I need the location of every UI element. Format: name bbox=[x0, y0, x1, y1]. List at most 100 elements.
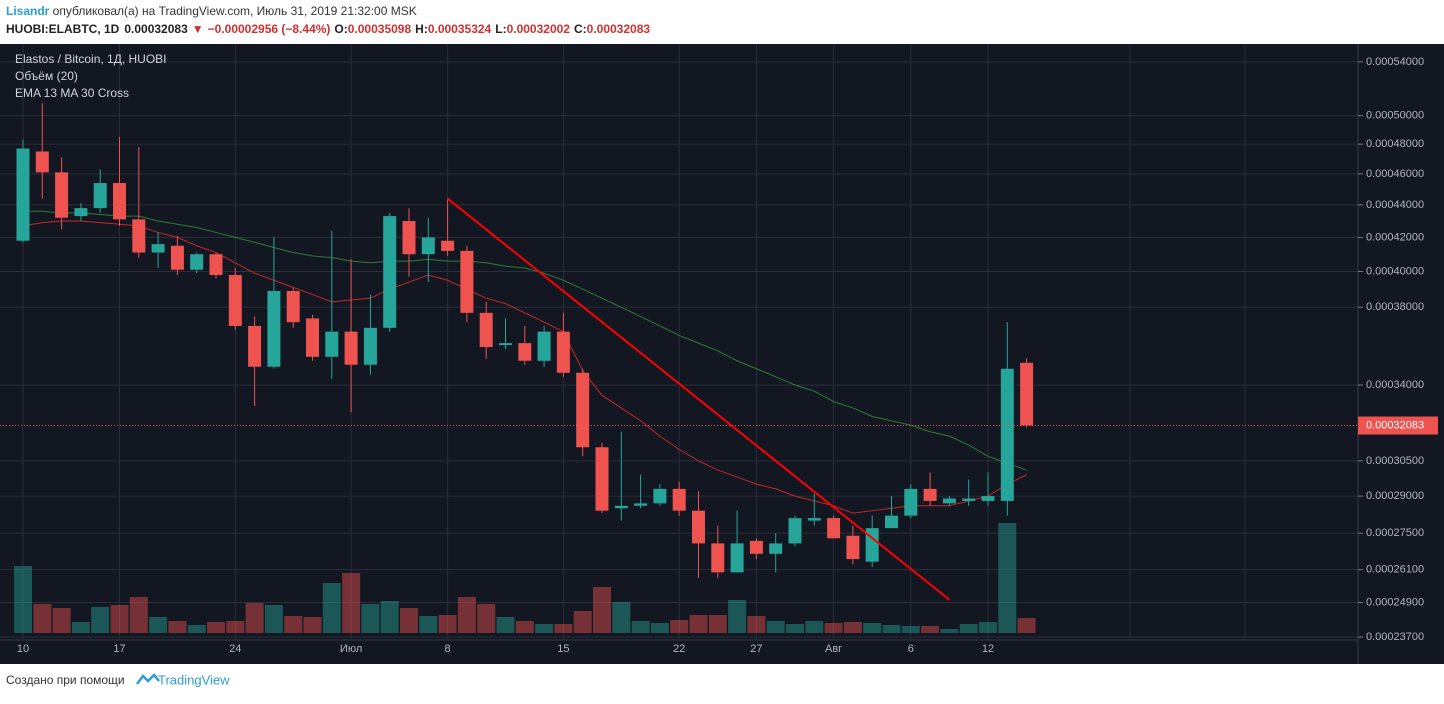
trendline bbox=[446, 197, 951, 601]
footer-logo[interactable]: TradingView bbox=[158, 672, 230, 687]
header-line: Lisandr опубликовал(а) на TradingView.co… bbox=[6, 4, 417, 18]
volume-bar bbox=[129, 597, 148, 633]
volume-bar bbox=[168, 621, 187, 633]
last-price-label: 0.00032083 bbox=[1366, 419, 1424, 431]
candle-body bbox=[479, 312, 493, 348]
candle-body bbox=[981, 496, 995, 501]
y-tick-label: 0.00040000 bbox=[1366, 265, 1424, 277]
volume-bar bbox=[187, 625, 206, 633]
candle-body bbox=[942, 498, 956, 504]
volume-bar bbox=[786, 624, 804, 633]
volume-bar bbox=[71, 622, 90, 633]
volume-bar bbox=[959, 624, 978, 633]
y-tick-label: 0.00024900 bbox=[1366, 596, 1424, 608]
candle-body bbox=[672, 488, 686, 511]
volume-bar bbox=[149, 617, 168, 633]
candle-body bbox=[614, 505, 628, 509]
volume-bar bbox=[766, 621, 785, 633]
candle-body bbox=[209, 254, 223, 275]
candle-body bbox=[634, 503, 648, 506]
candle-body bbox=[595, 447, 609, 511]
symbol: HUOBI:ELABTC, 1D bbox=[6, 22, 120, 36]
candle-body bbox=[170, 245, 184, 270]
x-tick-label: 8 bbox=[445, 643, 451, 655]
chart-title: Elastos / Bitcoin, 1Д, HUOBI bbox=[15, 52, 167, 66]
volume-bar bbox=[52, 608, 71, 633]
volume-bar bbox=[438, 615, 457, 633]
candle-body bbox=[383, 216, 397, 328]
volume-bar bbox=[245, 603, 264, 633]
y-tick-label: 0.00050000 bbox=[1366, 110, 1424, 122]
y-tick-label: 0.00034000 bbox=[1366, 379, 1424, 391]
volume-bar bbox=[593, 587, 611, 633]
candle-body bbox=[441, 240, 455, 251]
c-label: C: bbox=[574, 22, 587, 36]
change: −0.00002956 (−8.44%) bbox=[208, 22, 331, 36]
indicator: Объём (20) bbox=[15, 69, 78, 83]
y-tick-label: 0.00048000 bbox=[1366, 138, 1424, 150]
volume-bar bbox=[650, 623, 669, 633]
candle-body bbox=[827, 518, 841, 539]
candle-body bbox=[74, 208, 88, 217]
candle-body bbox=[402, 220, 416, 255]
volume-bar bbox=[921, 626, 940, 633]
volume-bar bbox=[110, 605, 129, 633]
o-label: O: bbox=[334, 22, 347, 36]
author[interactable]: Lisandr bbox=[6, 4, 50, 18]
x-tick-label: Июл bbox=[340, 643, 362, 655]
volume-bar bbox=[805, 621, 824, 633]
candle-body bbox=[228, 274, 242, 326]
volume-bar bbox=[477, 604, 496, 633]
candle-body bbox=[93, 183, 107, 209]
volume-bar bbox=[361, 604, 380, 633]
y-tick-label: 0.00054000 bbox=[1366, 56, 1424, 68]
volume-bar bbox=[400, 608, 418, 633]
candle-body bbox=[769, 543, 783, 554]
candle-body bbox=[267, 290, 281, 367]
y-tick-label: 0.00038000 bbox=[1366, 301, 1424, 313]
y-tick-label: 0.00042000 bbox=[1366, 231, 1424, 243]
volume-bar bbox=[901, 626, 920, 633]
volume-bar bbox=[670, 620, 689, 633]
candle-body bbox=[363, 327, 377, 365]
volume-bar bbox=[515, 621, 534, 633]
volume-bar bbox=[322, 583, 341, 633]
volume-bar bbox=[303, 617, 322, 633]
candle-body bbox=[518, 343, 532, 361]
x-tick-label: 17 bbox=[113, 643, 125, 655]
candle-body bbox=[846, 535, 860, 560]
volume-bar bbox=[33, 604, 52, 633]
candle-body bbox=[499, 343, 512, 346]
candle-body bbox=[962, 498, 976, 501]
indicator: EMA 13 MA 30 Cross bbox=[15, 86, 129, 100]
y-tick-label: 0.00023700 bbox=[1366, 631, 1424, 643]
volume-bar bbox=[264, 605, 283, 633]
low: 0.00032002 bbox=[507, 22, 571, 36]
volume-bar bbox=[882, 625, 901, 633]
volume-bar bbox=[573, 611, 592, 633]
h-label: H: bbox=[415, 22, 428, 36]
ohlc-line: HUOBI:ELABTC, 1D 0.00032083 ▼ −0.00002956 (… bbox=[6, 22, 650, 36]
volume-bar bbox=[419, 616, 438, 633]
l-label: L: bbox=[495, 22, 506, 36]
candle-body bbox=[132, 219, 146, 253]
candle-body bbox=[807, 518, 821, 521]
volume bbox=[14, 523, 1036, 633]
volume-bar bbox=[91, 607, 110, 633]
candle-body bbox=[711, 543, 725, 573]
axes: 0.00054000 0.00050000 0.00048000 0.00046000… bbox=[17, 56, 1438, 655]
y-tick-label: 0.00046000 bbox=[1366, 168, 1424, 180]
candle-body bbox=[16, 148, 30, 241]
x-tick-label: Авг bbox=[825, 643, 842, 655]
x-tick-label: 22 bbox=[673, 643, 685, 655]
candle-body bbox=[1020, 362, 1034, 426]
volume-bar bbox=[496, 617, 515, 633]
x-tick-label: 15 bbox=[557, 643, 569, 655]
candle-body bbox=[35, 151, 49, 173]
candle-body bbox=[248, 325, 262, 367]
x-tick-label: 12 bbox=[982, 643, 994, 655]
volume-bar bbox=[1017, 618, 1036, 633]
footer-text: Создано при помощи bbox=[6, 673, 125, 687]
y-tick-label: 0.00027500 bbox=[1366, 527, 1424, 539]
